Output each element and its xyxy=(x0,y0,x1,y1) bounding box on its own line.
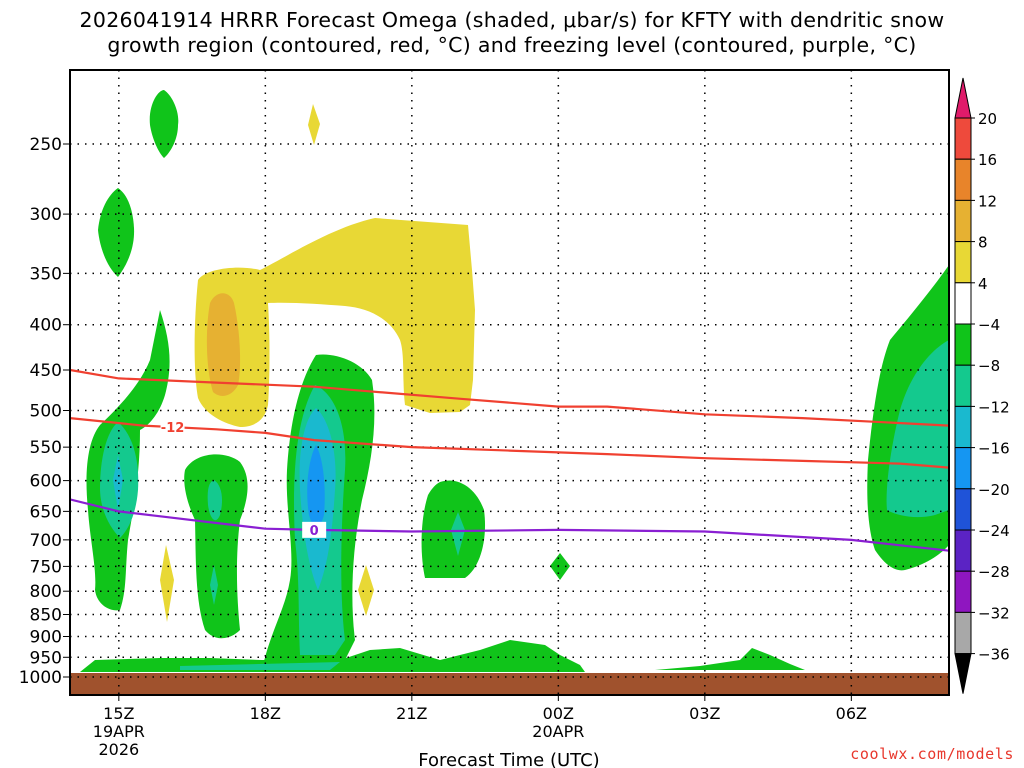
y-tick-label-900: 900 xyxy=(30,627,62,647)
colorbar-label-6: −8 xyxy=(978,357,1000,375)
y-tick-label-650: 650 xyxy=(30,502,62,522)
y-tick-label-450: 450 xyxy=(30,361,62,381)
contour-label-freezing-level: 0 xyxy=(310,524,319,539)
colorbar-cell-3 xyxy=(954,199,972,243)
omega-region-ascent-17z-low xyxy=(210,565,218,605)
y-tick-label-400: 400 xyxy=(30,316,62,336)
y-tick-label-950: 950 xyxy=(30,648,62,668)
x-axis-title: Forecast Time (UTC) xyxy=(418,750,599,768)
colorbar-label-0: 20 xyxy=(978,110,997,128)
omega-region-descent-aloft xyxy=(194,218,475,427)
y-tick-label-800: 800 xyxy=(30,582,62,602)
contour-labels: -12 0 xyxy=(160,419,327,539)
colorbar-cell-1 xyxy=(954,117,972,160)
colorbar-label-3: 8 xyxy=(978,234,988,252)
omega-region-ascent-lowlevel-late xyxy=(655,648,805,670)
colorbar-cell-4 xyxy=(954,241,972,284)
omega-region-ascent-22z-core xyxy=(451,512,465,556)
contour-label-bg-2 xyxy=(302,521,327,538)
colorbar-cell-top xyxy=(954,77,972,119)
y-tick-label-850: 850 xyxy=(30,606,62,626)
omega-region-ascent-19z-max xyxy=(307,445,325,527)
chart-title: 2026041914 HRRR Forecast Omega (shaded, … xyxy=(0,8,1024,58)
credit-text: coolwx.com/models xyxy=(850,745,1014,763)
contour-lines xyxy=(70,368,949,552)
omega-region-ascent-17z xyxy=(184,454,248,639)
colorbar-cell-9 xyxy=(954,447,972,490)
omega-region-descent-core xyxy=(206,293,241,396)
omega-region-ascent-00z xyxy=(550,553,570,580)
colorbar-label-5: −4 xyxy=(978,316,1000,334)
x-tick-label-21Z: 21Z xyxy=(396,704,427,723)
x-tick-label-18Z: 18Z xyxy=(250,704,281,723)
x-tick-sublabel-20APR: 20APR xyxy=(532,722,584,741)
y-tick-label-600: 600 xyxy=(30,472,62,492)
colorbar: 20 16 12 8 4 −4 −8 −12 −16 −20 −24 −28 −32 −36 xyxy=(954,77,1010,694)
x-tick-label-03Z: 03Z xyxy=(689,704,720,723)
y-tick-label-300: 300 xyxy=(30,205,62,225)
omega-region-ascent-upper-left xyxy=(98,188,135,277)
surface-ground xyxy=(70,673,949,695)
colorbar-label-12: −32 xyxy=(978,604,1010,622)
y-tick-label-500: 500 xyxy=(30,402,62,422)
colorbar-label-10: −24 xyxy=(978,522,1010,540)
colorbar-cell-bottom xyxy=(954,653,972,694)
omega-region-ascent-17z-core xyxy=(207,480,222,521)
contour-dendritic--12 xyxy=(70,417,949,469)
chart-title-line-2: growth region (contoured, red, °C) and f… xyxy=(107,33,917,57)
omega-region-ascent-lowlevel-core xyxy=(180,662,340,670)
x-tick-sublabel-2026: 2026 xyxy=(98,740,139,759)
y-tick-label-1000: 1000 xyxy=(19,668,62,688)
y-tick-label-750: 750 xyxy=(30,557,62,577)
colorbar-label-2: 12 xyxy=(978,192,997,210)
plot-frame xyxy=(69,69,950,696)
colorbar-label-1: 16 xyxy=(978,151,997,169)
contour-freezing-level xyxy=(70,498,949,552)
x-tick-label-15Z: 15Z xyxy=(103,704,134,723)
omega-region-ascent-lowlevel xyxy=(80,640,585,672)
contour-dendritic--18 xyxy=(70,368,949,427)
y-tick-label-550: 550 xyxy=(30,438,62,458)
colorbar-label-13: −36 xyxy=(978,646,1010,664)
colorbar-cell-8 xyxy=(954,405,972,449)
y-tick-label-700: 700 xyxy=(30,531,62,551)
omega-region-ascent-07z-core xyxy=(886,340,949,518)
colorbar-cell-6 xyxy=(954,323,972,366)
colorbar-cell-10 xyxy=(954,488,972,531)
omega-region-descent-low-16z xyxy=(160,545,174,622)
colorbar-label-8: −16 xyxy=(978,440,1010,458)
colorbar-cell-12 xyxy=(954,570,972,613)
colorbar-label-9: −20 xyxy=(978,481,1010,499)
x-tick-sublabel-19APR: 19APR xyxy=(93,722,145,741)
y-axis: 2503003504004505005506006507007508008509… xyxy=(19,135,70,688)
colorbar-cell-7 xyxy=(954,364,972,407)
contour-label-bg-0 xyxy=(160,419,185,436)
omega-shading xyxy=(70,90,949,695)
colorbar-cell-11 xyxy=(954,529,972,572)
colorbar-cell-5 xyxy=(954,282,972,325)
x-tick-label-00Z: 00Z xyxy=(543,704,574,723)
omega-region-ascent-15z-inner xyxy=(113,455,123,510)
y-tick-label-250: 250 xyxy=(30,135,62,155)
colorbar-cell-2 xyxy=(954,158,972,201)
colorbar-cell-13 xyxy=(954,611,972,655)
chart-title-line-1: 2026041914 HRRR Forecast Omega (shaded, … xyxy=(79,8,945,32)
omega-region-ascent-small-upper xyxy=(149,90,179,158)
omega-region-descent-low-20z xyxy=(358,565,374,616)
colorbar-label-7: −12 xyxy=(978,398,1010,416)
omega-region-descent-small-upper xyxy=(308,104,320,145)
colorbar-label-4: 4 xyxy=(978,275,988,293)
contour-label-dendritic--12: -12 xyxy=(161,421,185,436)
y-tick-label-350: 350 xyxy=(30,264,62,284)
x-tick-label-06Z: 06Z xyxy=(836,704,867,723)
colorbar-label-11: −28 xyxy=(978,563,1010,581)
